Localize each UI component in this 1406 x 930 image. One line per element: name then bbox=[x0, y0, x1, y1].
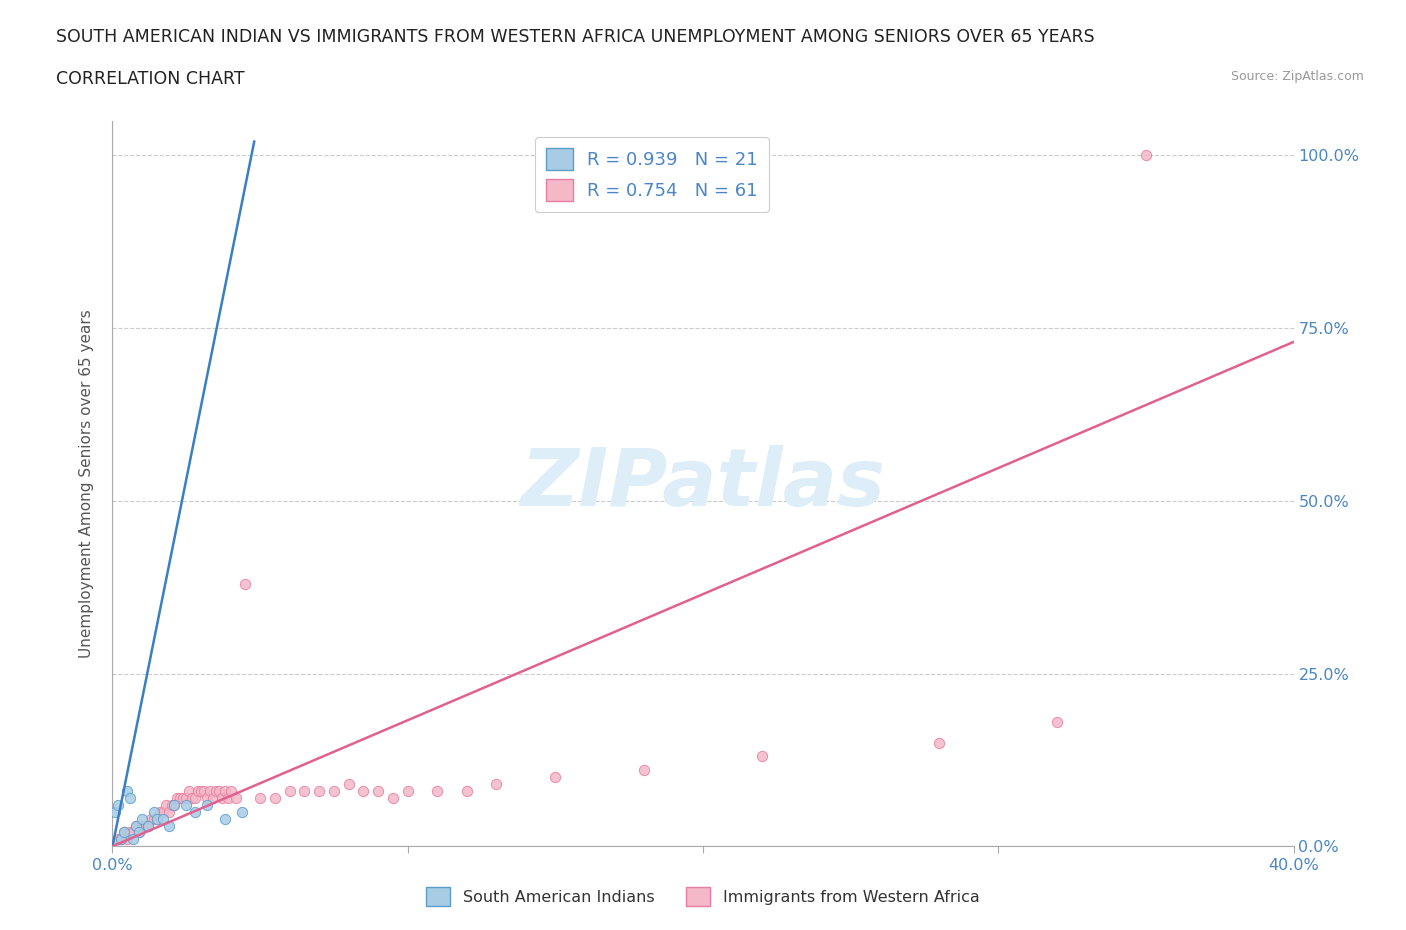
Point bbox=[120, 790, 142, 805]
Legend: R = 0.939   N = 21, R = 0.754   N = 61: R = 0.939 N = 21, R = 0.754 N = 61 bbox=[534, 138, 769, 212]
Text: CORRELATION CHART: CORRELATION CHART bbox=[56, 70, 245, 87]
Point bbox=[136, 818, 159, 833]
Point bbox=[214, 784, 236, 799]
Point bbox=[128, 825, 150, 840]
Legend: South American Indians, Immigrants from Western Africa: South American Indians, Immigrants from … bbox=[420, 881, 986, 912]
Point bbox=[184, 790, 207, 805]
Point bbox=[125, 818, 148, 833]
Point bbox=[146, 811, 169, 826]
Point bbox=[198, 784, 221, 799]
Point bbox=[214, 811, 236, 826]
Point bbox=[225, 790, 247, 805]
Y-axis label: Unemployment Among Seniors over 65 years: Unemployment Among Seniors over 65 years bbox=[79, 309, 94, 658]
Point bbox=[485, 777, 508, 791]
Point bbox=[142, 804, 165, 819]
Point bbox=[426, 784, 449, 799]
Point bbox=[396, 784, 419, 799]
Point bbox=[217, 790, 239, 805]
Point bbox=[107, 797, 129, 812]
Point bbox=[278, 784, 301, 799]
Point bbox=[195, 797, 218, 812]
Point bbox=[117, 832, 138, 847]
Point bbox=[157, 818, 180, 833]
Point bbox=[337, 777, 360, 791]
Point bbox=[187, 784, 209, 799]
Point bbox=[146, 811, 169, 826]
Point bbox=[193, 784, 215, 799]
Point bbox=[195, 790, 218, 805]
Point bbox=[128, 825, 150, 840]
Point bbox=[134, 818, 156, 833]
Point bbox=[1046, 714, 1069, 729]
Point bbox=[174, 797, 197, 812]
Point bbox=[120, 825, 142, 840]
Point bbox=[157, 804, 180, 819]
Point bbox=[160, 797, 183, 812]
Point bbox=[292, 784, 315, 799]
Point bbox=[352, 784, 374, 799]
Point bbox=[190, 784, 212, 799]
Point bbox=[172, 790, 194, 805]
Point bbox=[122, 825, 145, 840]
Point bbox=[110, 832, 132, 847]
Point bbox=[633, 763, 655, 777]
Point bbox=[125, 818, 148, 833]
Point bbox=[233, 577, 256, 591]
Point bbox=[152, 811, 174, 826]
Point bbox=[184, 804, 207, 819]
Point bbox=[149, 804, 172, 819]
Point bbox=[308, 784, 330, 799]
Text: SOUTH AMERICAN INDIAN VS IMMIGRANTS FROM WESTERN AFRICA UNEMPLOYMENT AMONG SENIO: SOUTH AMERICAN INDIAN VS IMMIGRANTS FROM… bbox=[56, 28, 1095, 46]
Text: Source: ZipAtlas.com: Source: ZipAtlas.com bbox=[1230, 70, 1364, 83]
Point bbox=[179, 784, 201, 799]
Point bbox=[928, 736, 950, 751]
Point bbox=[112, 825, 135, 840]
Point bbox=[142, 811, 165, 826]
Point bbox=[201, 790, 224, 805]
Point bbox=[323, 784, 346, 799]
Point bbox=[166, 790, 188, 805]
Point bbox=[231, 804, 253, 819]
Point bbox=[205, 784, 228, 799]
Point bbox=[122, 832, 145, 847]
Point bbox=[112, 825, 135, 840]
Point bbox=[104, 804, 127, 819]
Point bbox=[169, 790, 191, 805]
Point bbox=[367, 784, 389, 799]
Point bbox=[208, 784, 231, 799]
Point bbox=[181, 790, 204, 805]
Point bbox=[174, 790, 197, 805]
Text: ZIPatlas: ZIPatlas bbox=[520, 445, 886, 523]
Point bbox=[163, 797, 186, 812]
Point bbox=[751, 749, 773, 764]
Point bbox=[131, 818, 153, 833]
Point bbox=[456, 784, 478, 799]
Point bbox=[249, 790, 271, 805]
Point bbox=[1135, 148, 1157, 163]
Point bbox=[139, 811, 162, 826]
Point bbox=[219, 784, 242, 799]
Point bbox=[264, 790, 287, 805]
Point bbox=[136, 818, 159, 833]
Point bbox=[544, 770, 567, 785]
Point bbox=[117, 784, 138, 799]
Point bbox=[110, 832, 132, 847]
Point bbox=[107, 832, 129, 847]
Point bbox=[382, 790, 405, 805]
Point bbox=[131, 811, 153, 826]
Point bbox=[211, 790, 233, 805]
Point bbox=[155, 797, 177, 812]
Point bbox=[163, 797, 186, 812]
Point bbox=[152, 804, 174, 819]
